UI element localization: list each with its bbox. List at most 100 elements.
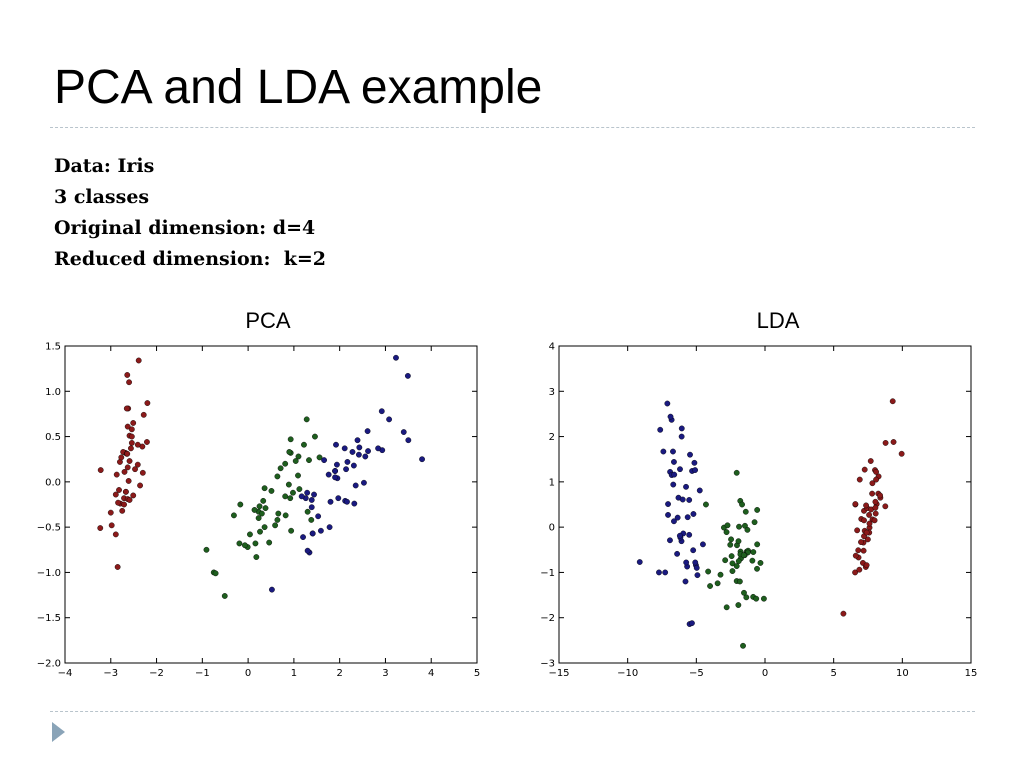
pca-data-point (308, 504, 315, 511)
pca-data-point (356, 444, 363, 451)
pca-data-point (144, 400, 151, 406)
lda-x-tick-label: −15 (548, 668, 569, 679)
lda-data-point (692, 559, 699, 566)
lda-data-point (728, 553, 735, 560)
pca-data-point (107, 509, 114, 516)
pca-x-tick-label: −2 (149, 668, 164, 679)
lda-data-point (856, 566, 863, 573)
lda-data-point (744, 526, 751, 533)
lda-data-point (754, 507, 761, 513)
lda-data-point (869, 490, 876, 497)
pca-data-point (236, 540, 243, 547)
lda-data-point (898, 450, 905, 457)
pca-data-point (144, 439, 150, 445)
pca-y-tick-label: 0.5 (45, 432, 61, 443)
pca-y-tick-label: −1.0 (37, 568, 61, 579)
pca-data-point (303, 416, 310, 423)
pca-data-point (285, 481, 292, 488)
pca-data-point (252, 540, 259, 547)
lda-data-point (636, 559, 643, 565)
pca-data-point (287, 436, 294, 443)
pca-data-point (286, 449, 293, 455)
lda-data-point (683, 483, 689, 490)
lda-data-point (717, 571, 724, 578)
lda-data-point (700, 541, 706, 548)
lda-data-point (729, 568, 736, 574)
pca-y-tick-label: −1.5 (37, 613, 61, 624)
pca-scatter-plot: −4 −3 −2 −1 0 1 2 3 4 5 −2.0 −1.5 −1.0 −0.5 0.0 0.5 1.0 1… (30, 338, 490, 683)
lda-data-point (667, 537, 673, 544)
lda-data-point (687, 451, 693, 458)
lda-data-point (671, 518, 677, 525)
pca-data-point (378, 408, 385, 415)
pca-data-point (130, 420, 137, 426)
pca-data-point (126, 379, 132, 386)
info-line-classes: 3 classes (54, 186, 150, 208)
pca-data-point (258, 510, 265, 517)
pca-data-point (257, 528, 263, 535)
info-line-reduced-dimension: Reduced dimension: k=2 (54, 248, 326, 270)
pca-data-point (97, 467, 104, 473)
pca-data-point (126, 497, 133, 503)
pca-y-tick-label: 1.0 (45, 387, 61, 398)
pca-y-tick-label: 1.5 (45, 342, 61, 353)
lda-y-tick-label: 1 (549, 477, 555, 488)
lda-y-tick-label: −3 (540, 659, 555, 670)
lda-data-point (733, 563, 740, 569)
pca-data-point (352, 482, 359, 489)
lda-data-point (656, 569, 662, 576)
lda-y-tick-label: −2 (540, 613, 555, 624)
pca-data-point (124, 372, 131, 378)
lda-data-point (869, 480, 876, 487)
lda-data-point (667, 413, 674, 420)
pca-data-point (112, 531, 119, 538)
pca-data-point (304, 547, 311, 554)
pca-data-point (256, 503, 263, 510)
pca-x-tick-label: −3 (103, 668, 118, 679)
pca-data-point (242, 542, 248, 549)
lda-data-point (682, 578, 689, 585)
pca-data-point (266, 539, 273, 546)
pca-data-point (355, 451, 362, 458)
lda-data-point (852, 552, 859, 559)
lda-y-tick-label: 0 (549, 523, 555, 534)
pca-data-point (375, 445, 382, 452)
lda-data-point (678, 433, 685, 440)
lda-data-point (740, 642, 746, 649)
pca-data-point (231, 512, 237, 519)
triangle-right-icon[interactable] (52, 722, 65, 742)
pca-data-point (364, 428, 371, 435)
info-line-original-dimension: Original dimension: d=4 (54, 217, 316, 239)
pca-data-point (237, 501, 244, 508)
lda-data-point (861, 517, 867, 524)
pca-x-tick-label: −1 (195, 668, 210, 679)
pca-data-point (119, 507, 126, 514)
pca-data-point (125, 478, 132, 484)
pca-data-point (343, 466, 349, 473)
pca-data-point (128, 445, 134, 452)
pca-data-point (203, 546, 210, 553)
lda-data-point (729, 560, 736, 567)
lda-data-point (724, 522, 731, 529)
pca-data-point (124, 464, 131, 471)
lda-data-point (877, 492, 883, 499)
lda-data-point (864, 536, 871, 543)
pca-data-point (251, 507, 258, 513)
pca-data-point (361, 479, 367, 486)
lda-data-point (705, 568, 712, 575)
pca-axes-frame (64, 345, 478, 664)
pca-data-point (212, 570, 219, 577)
lda-data-point (741, 589, 747, 596)
lda-data-point (671, 459, 677, 465)
lda-data-point (674, 550, 681, 557)
pca-data-point (128, 426, 135, 433)
pca-data-point (404, 372, 411, 379)
pca-data-point (287, 495, 294, 502)
lda-data-point (740, 552, 747, 559)
pca-data-point (121, 468, 128, 475)
lda-data-point (689, 620, 695, 627)
lda-data-point (757, 560, 764, 566)
lda-data-point (890, 439, 897, 445)
pca-data-point (275, 510, 282, 517)
pca-data-point (272, 522, 279, 529)
